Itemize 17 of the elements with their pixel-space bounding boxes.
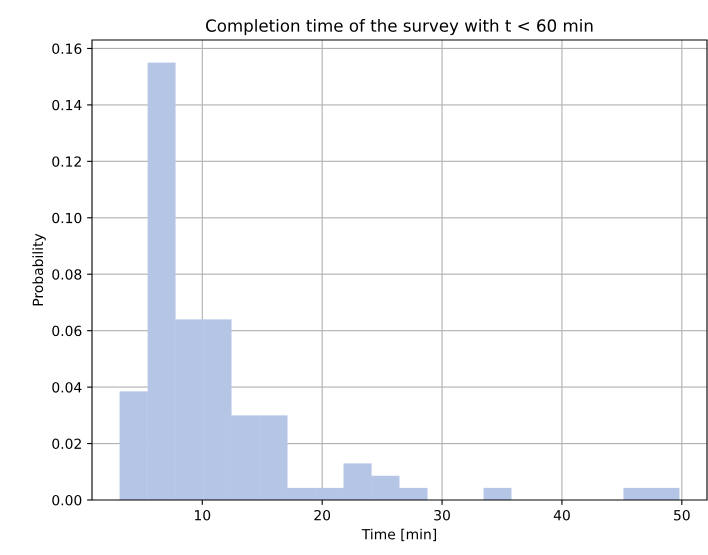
- y-tick-label: 0.16: [52, 43, 82, 54]
- x-tick-label: 40: [554, 510, 570, 520]
- y-tick-label: 0.06: [52, 326, 82, 336]
- y-tick-label: 0.12: [52, 156, 81, 167]
- y-tick-label: 0.04: [52, 382, 82, 393]
- y-tick-label: 0.08: [52, 269, 82, 280]
- chart-title: Completion time of the survey with t < 60 min: [206, 19, 592, 36]
- x-tick-label: 50: [674, 510, 690, 520]
- x-tick-label: 30: [434, 510, 450, 520]
- x-axis-title: Time [min]: [362, 528, 436, 542]
- y-axis-title: Probability: [32, 234, 46, 306]
- x-tick-label: 10: [194, 510, 210, 520]
- y-tick-label: 0.00: [52, 494, 82, 506]
- y-tick-label: 0.02: [52, 438, 81, 450]
- y-tick-label: 0.14: [52, 100, 82, 110]
- y-tick-label: 0.10: [52, 212, 82, 224]
- x-tick-label: 20: [314, 510, 330, 520]
